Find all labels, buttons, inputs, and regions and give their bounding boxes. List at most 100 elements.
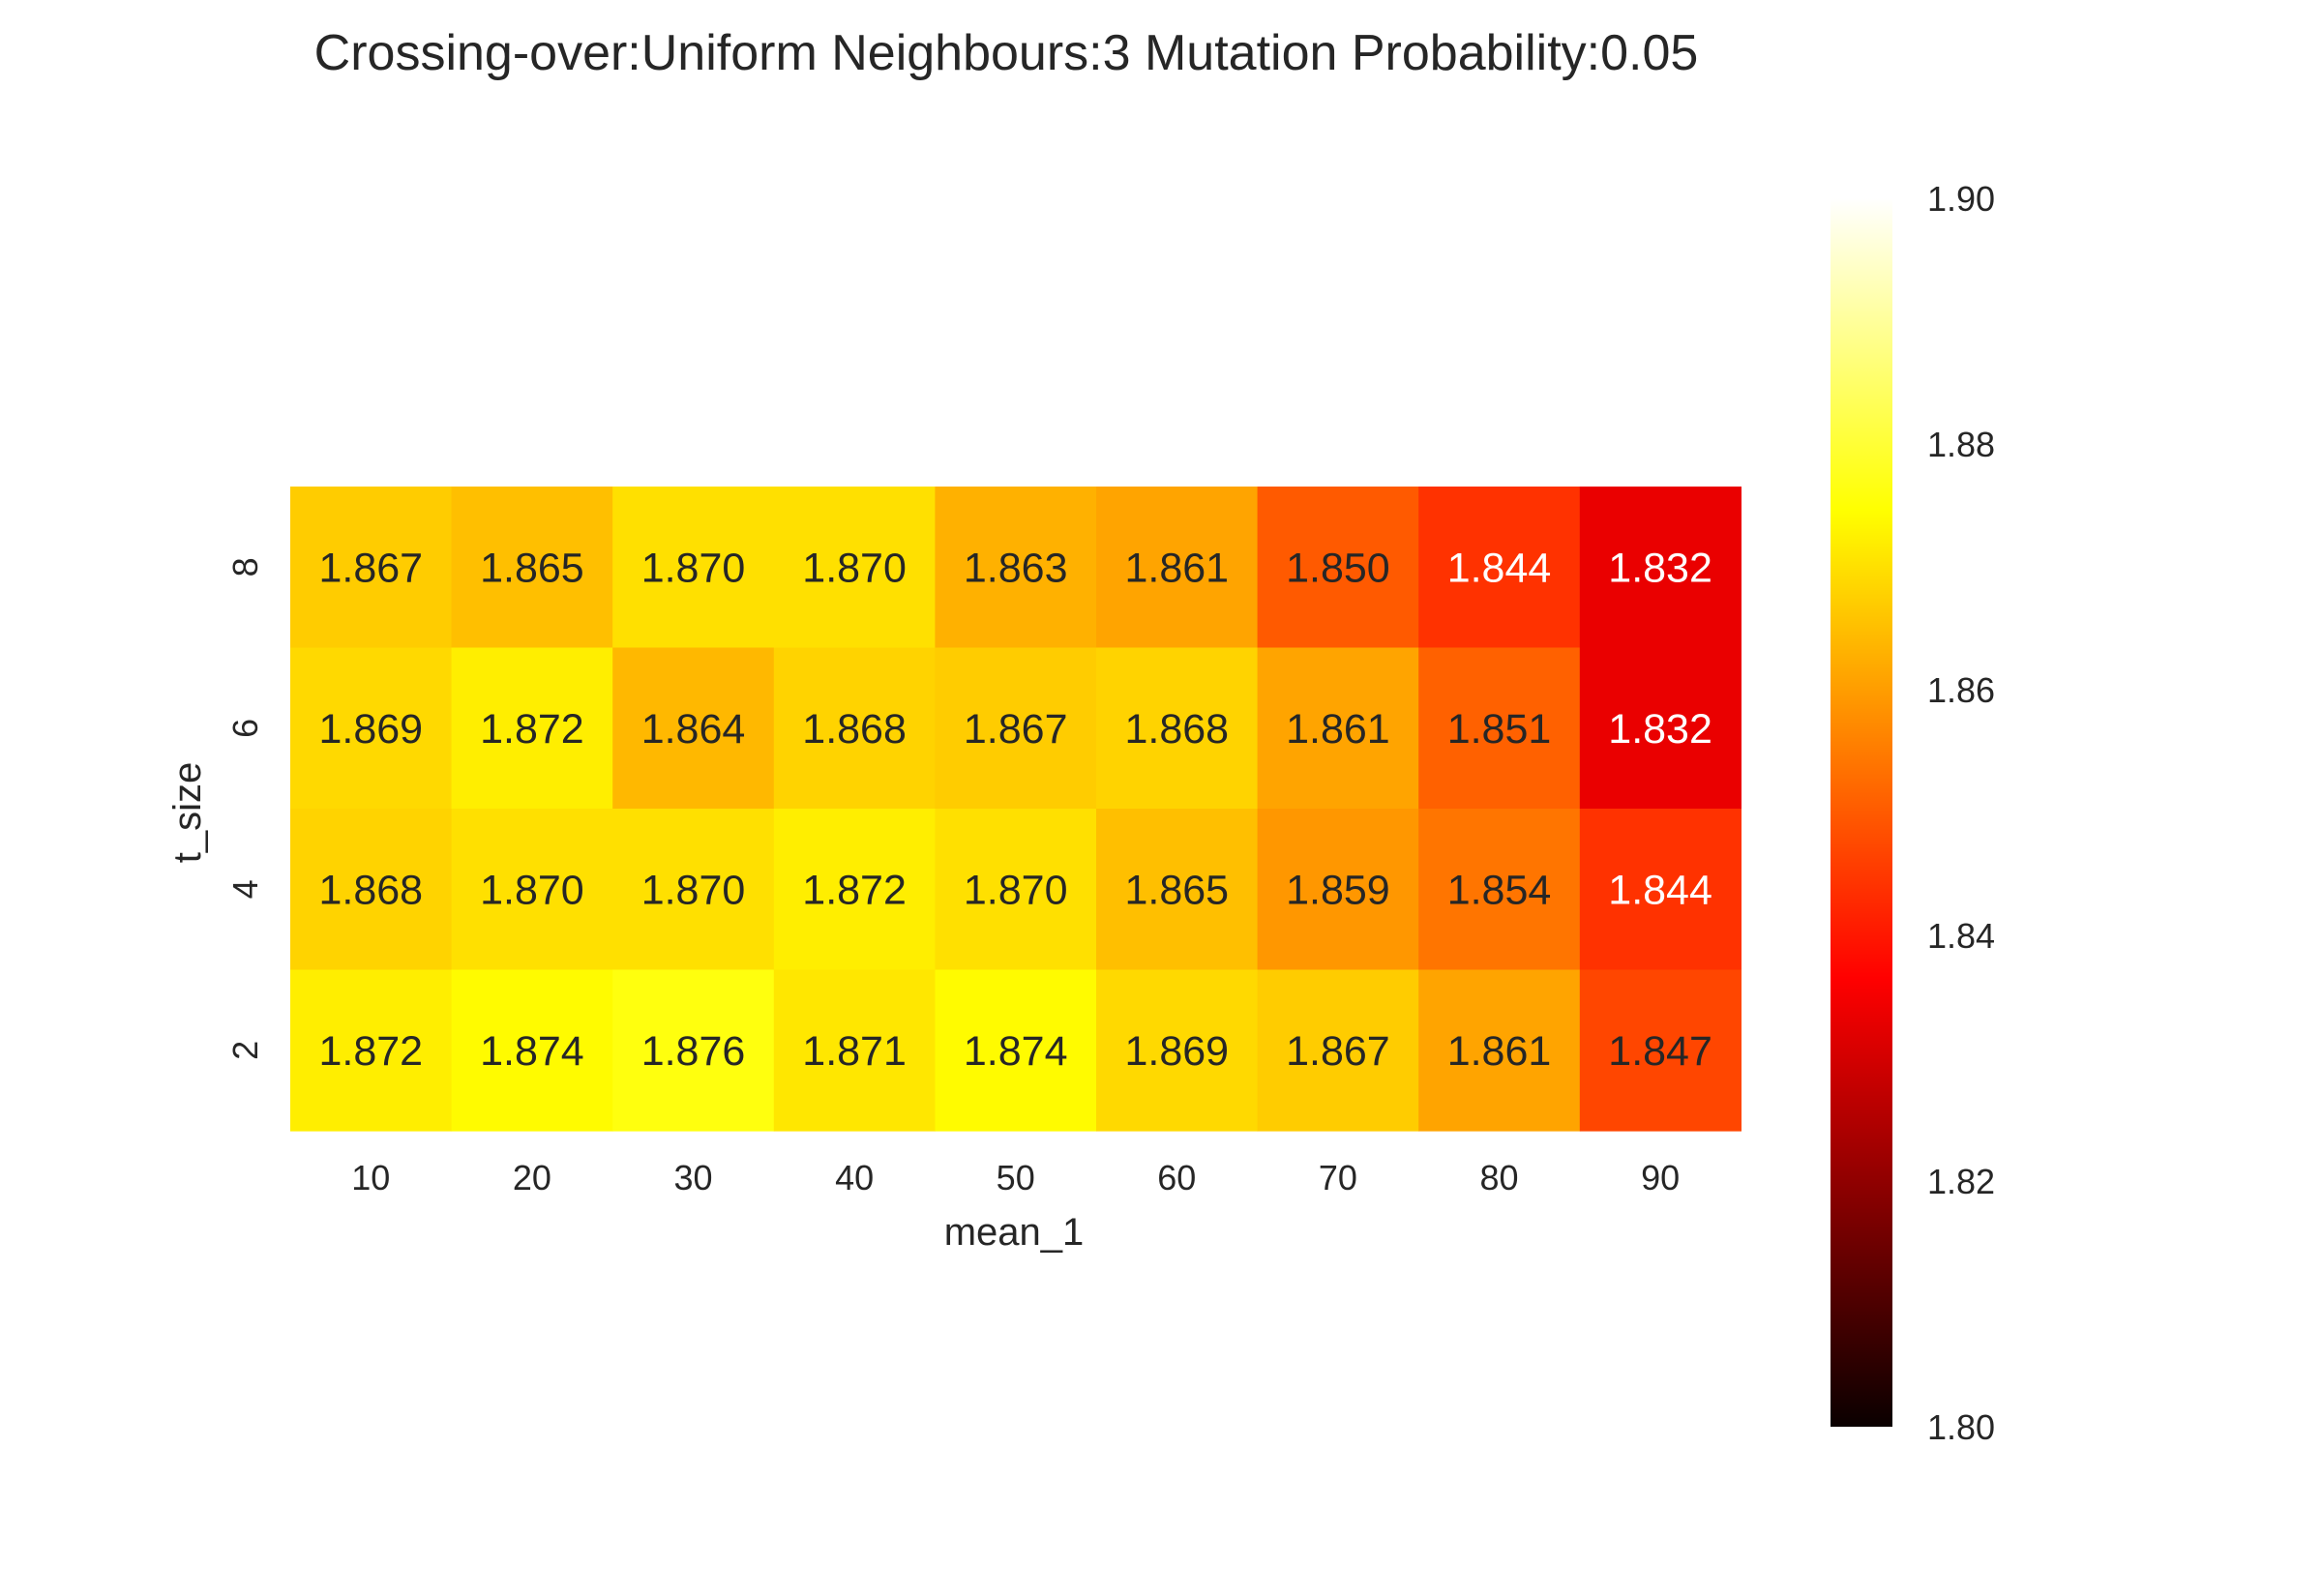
heatmap-cell: [773, 969, 936, 1132]
heatmap-cell-value: 1.876: [641, 1028, 746, 1075]
heatmap-cell: [290, 647, 453, 810]
heatmap-cell: [1579, 809, 1742, 971]
heatmap-cell-value: 1.850: [1286, 545, 1390, 591]
heatmap-cell: [1096, 647, 1259, 810]
colorbar-tick-label: 1.86: [1927, 670, 1995, 710]
y-axis-label: t_size: [166, 762, 209, 864]
x-tick-label: 30: [673, 1158, 712, 1197]
heatmap-cell: [451, 809, 613, 971]
x-axis-label: mean_1: [944, 1211, 1085, 1254]
heatmap-cell: [1257, 647, 1419, 810]
heatmap-cell-value: 1.867: [964, 706, 1068, 753]
heatmap-cell-value: 1.859: [1286, 867, 1390, 913]
x-tick-label: 50: [997, 1158, 1035, 1197]
y-tick-label: 6: [225, 719, 265, 738]
heatmap-cell-value: 1.870: [641, 545, 746, 591]
heatmap-cell: [612, 647, 775, 810]
heatmap-cell-value: 1.861: [1286, 706, 1390, 753]
heatmap-cell: [290, 487, 453, 649]
heatmap-cell: [773, 647, 936, 810]
heatmap-cell: [773, 487, 936, 649]
heatmap-cell: [1418, 809, 1581, 971]
y-tick-label: 4: [225, 879, 265, 899]
heatmap-cell: [1579, 647, 1742, 810]
heatmap-cell-value: 1.864: [641, 706, 746, 753]
heatmap-cell-value: 1.844: [1447, 545, 1552, 591]
heatmap-cell-value: 1.868: [802, 706, 907, 753]
heatmap-cell-value: 1.832: [1608, 706, 1712, 753]
heatmap-cell-value: 1.868: [1124, 706, 1229, 753]
x-axis-ticks: 10 20 30 40 50 60 70 80 90: [351, 1158, 1680, 1197]
heatmap-cell-value: 1.868: [318, 867, 423, 913]
y-tick-label: 8: [225, 557, 265, 576]
heatmap-cell: [451, 647, 613, 810]
heatmap-cell-value: 1.832: [1608, 545, 1712, 591]
heatmap-cell: [1257, 809, 1419, 971]
x-tick-label: 70: [1319, 1158, 1357, 1197]
x-tick-label: 60: [1157, 1158, 1196, 1197]
heatmap-cell-labels: 1.867 1.865 1.870 1.870 1.863 1.861 1.850 1.844…: [318, 545, 1712, 1075]
colorbar-tick-label: 1.84: [1927, 916, 1995, 956]
x-tick-label: 40: [835, 1158, 874, 1197]
heatmap-cell: [1418, 647, 1581, 810]
heatmap-cell-value: 1.854: [1447, 867, 1552, 913]
y-tick-label: 2: [225, 1041, 265, 1060]
heatmap-cell-value: 1.865: [1124, 867, 1229, 913]
heatmap-cell: [290, 809, 453, 971]
heatmap-cell: [1579, 487, 1742, 649]
heatmap-cell: [1418, 969, 1581, 1132]
heatmap-cell: [612, 809, 775, 971]
heatmap-cell: [451, 969, 613, 1132]
heatmap-cell-value: 1.871: [802, 1028, 907, 1075]
colorbar-tick-label: 1.80: [1927, 1407, 1995, 1447]
x-tick-label: 80: [1479, 1158, 1518, 1197]
heatmap-cell-value: 1.851: [1447, 706, 1552, 753]
heatmap-cell-value: 1.847: [1608, 1028, 1712, 1075]
x-tick-label: 90: [1641, 1158, 1680, 1197]
heatmap-cell-value: 1.867: [1286, 1028, 1390, 1075]
heatmap-cell-value: 1.863: [964, 545, 1068, 591]
heatmap-cell-value: 1.869: [318, 706, 423, 753]
heatmap-cell: [935, 969, 1097, 1132]
heatmap-cell: [935, 487, 1097, 649]
heatmap-cells: [290, 487, 1742, 1132]
heatmap-cell-value: 1.874: [964, 1028, 1068, 1075]
colorbar-tick-label: 1.88: [1927, 425, 1995, 464]
heatmap-cell-value: 1.861: [1124, 545, 1229, 591]
heatmap-cell-value: 1.874: [480, 1028, 584, 1075]
heatmap-cell: [935, 809, 1097, 971]
heatmap-cell: [1096, 969, 1259, 1132]
heatmap-cell-value: 1.872: [802, 867, 907, 913]
heatmap-cell: [1257, 969, 1419, 1132]
colorbar-tick-label: 1.82: [1927, 1162, 1995, 1201]
heatmap-cell: [935, 647, 1097, 810]
heatmap-cell: [773, 809, 936, 971]
chart-title: Crossing-over:Uniform Neighbours:3 Mutat…: [314, 25, 1699, 81]
heatmap-cell: [290, 969, 453, 1132]
heatmap-cell: [1418, 487, 1581, 649]
heatmap-cell: [612, 969, 775, 1132]
heatmap-cell: [1096, 487, 1259, 649]
heatmap-cell-value: 1.869: [1124, 1028, 1229, 1075]
heatmap-cell-value: 1.870: [802, 545, 907, 591]
heatmap-cell: [1579, 969, 1742, 1132]
heatmap-cell-value: 1.870: [641, 867, 746, 913]
heatmap-cell-value: 1.872: [480, 706, 584, 753]
heatmap-cell-value: 1.867: [318, 545, 423, 591]
heatmap-cell-value: 1.872: [318, 1028, 423, 1075]
heatmap-cell: [451, 487, 613, 649]
colorbar: [1831, 198, 1892, 1427]
colorbar-ticks: 1.80 1.82 1.84 1.86 1.88 1.90: [1927, 179, 1995, 1447]
x-tick-label: 20: [513, 1158, 551, 1197]
heatmap-cell-value: 1.870: [480, 867, 584, 913]
heatmap-cell-value: 1.865: [480, 545, 584, 591]
heatmap-cell-value: 1.870: [964, 867, 1068, 913]
heatmap-cell-value: 1.861: [1447, 1028, 1552, 1075]
y-axis-ticks: 8 6 4 2: [225, 557, 265, 1060]
x-tick-label: 10: [351, 1158, 390, 1197]
heatmap-cell-value: 1.844: [1608, 867, 1712, 913]
colorbar-tick-label: 1.90: [1927, 179, 1995, 219]
heatmap-cell: [1096, 809, 1259, 971]
heatmap-cell: [612, 487, 775, 649]
